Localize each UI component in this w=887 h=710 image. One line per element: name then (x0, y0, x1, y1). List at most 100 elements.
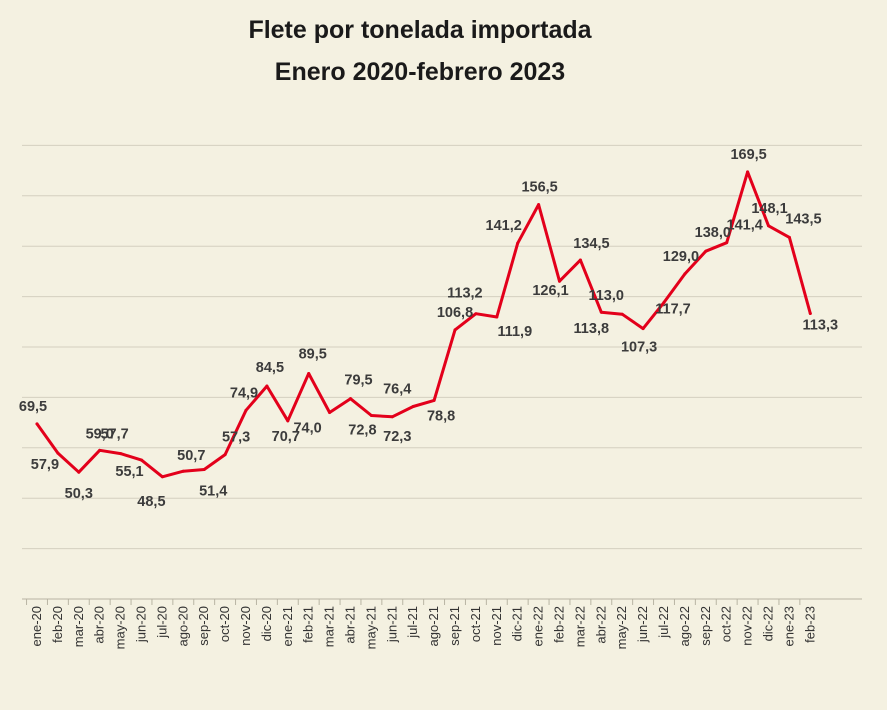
series-polyline (35, 170, 812, 479)
data-point (181, 469, 185, 473)
data-label: 141,2 (486, 218, 522, 234)
data-label: 76,4 (383, 382, 411, 398)
data-label: 111,9 (497, 324, 532, 340)
x-tick-label: may-22 (614, 606, 629, 649)
data-label: 134,5 (573, 236, 609, 252)
data-label: 106,8 (437, 305, 473, 321)
x-tick-label: jul-20 (154, 606, 169, 639)
data-label: 48,5 (137, 494, 165, 510)
data-point (411, 404, 415, 408)
data-label: 113,0 (588, 288, 624, 304)
data-label: 113,3 (803, 318, 839, 334)
data-point (369, 414, 373, 418)
data-point (244, 408, 248, 412)
data-point (725, 241, 729, 245)
x-tick-label: nov-21 (489, 606, 504, 646)
x-tick-label: ene-23 (781, 606, 796, 646)
x-tick-label: oct-22 (719, 606, 734, 642)
x-tick-label: dic-21 (510, 606, 525, 641)
x-tick-label: mar-20 (71, 606, 86, 647)
data-point (746, 170, 750, 174)
data-point (119, 452, 123, 456)
x-tick-label: feb-21 (301, 606, 316, 643)
x-tick-label: dic-20 (259, 606, 274, 641)
data-label: 79,5 (344, 373, 372, 389)
data-point (390, 415, 394, 419)
x-tick-label: nov-20 (238, 606, 253, 646)
x-tick-label: feb-22 (552, 606, 567, 643)
x-tick-label: mar-22 (572, 606, 587, 647)
x-tick-label: may-21 (363, 606, 378, 649)
x-tick-label: jun-21 (384, 606, 399, 643)
data-point (641, 327, 645, 331)
data-point (516, 241, 520, 245)
data-label: 55,1 (115, 464, 143, 480)
data-label: 72,3 (383, 429, 411, 445)
x-tick-label: feb-20 (50, 606, 65, 643)
data-label: 143,5 (785, 211, 821, 227)
data-point (808, 311, 812, 315)
data-label: 59,0 (86, 426, 114, 442)
data-label: 129,0 (663, 249, 699, 265)
x-tick-label: abr-22 (593, 606, 608, 644)
data-label: 126,1 (532, 283, 568, 299)
data-point (767, 224, 770, 228)
data-point (537, 203, 541, 207)
data-point (474, 312, 478, 316)
data-label: 57,3 (222, 430, 250, 446)
x-tick-label: mar-21 (322, 606, 337, 647)
x-tick-label: jun-20 (134, 606, 149, 643)
data-point (432, 398, 436, 402)
data-label: 74,0 (293, 421, 321, 437)
data-point (223, 453, 227, 457)
data-label: 117,7 (655, 301, 691, 317)
data-label: 138,0 (695, 225, 731, 241)
x-tick-label: oct-20 (217, 606, 232, 642)
x-tick-label: sep-21 (447, 606, 462, 646)
data-label: 70,7 (272, 429, 300, 445)
x-tick-label: ene-22 (531, 606, 546, 646)
data-label: 51,4 (199, 484, 227, 500)
data-point (453, 328, 457, 332)
data-point (787, 235, 791, 239)
chart-subtitle: Enero 2020-febrero 2023 (275, 58, 565, 86)
data-point (98, 448, 102, 452)
x-tick-label: may-20 (113, 606, 128, 649)
x-tick-label: jul-21 (405, 606, 420, 639)
x-tick-label: sep-20 (196, 606, 211, 646)
data-point (495, 315, 499, 319)
data-point (160, 475, 164, 479)
data-label: 50,3 (65, 486, 93, 502)
x-tick-label: sep-22 (698, 606, 713, 646)
data-label: 50,7 (177, 448, 205, 464)
x-tick-label: ene-20 (29, 606, 44, 646)
data-point (558, 279, 561, 283)
x-tick-label: abr-21 (343, 606, 358, 644)
data-label: 169,5 (730, 147, 766, 163)
data-point (662, 300, 666, 304)
data-point (202, 467, 206, 471)
data-point (35, 422, 39, 426)
data-point (265, 384, 269, 388)
data-label: 78,8 (427, 408, 455, 424)
x-tick-label: jul-22 (656, 606, 671, 639)
x-tick-label: ago-22 (677, 606, 692, 646)
x-tick-label: nov-22 (740, 606, 755, 646)
data-label: 113,2 (447, 286, 483, 302)
data-label: 156,5 (521, 180, 557, 196)
x-tick-label: ene-21 (280, 606, 295, 646)
data-label: 84,5 (256, 360, 284, 376)
data-label: 57,7 (100, 427, 128, 443)
x-tick-label: abr-20 (92, 606, 107, 644)
x-tick-label: jun-22 (635, 606, 650, 643)
data-point (620, 312, 624, 316)
data-point (56, 451, 60, 455)
data-label: 89,5 (299, 347, 327, 363)
x-tick-label: oct-21 (468, 606, 483, 642)
data-label: 148,1 (751, 201, 787, 217)
data-labels: 69,5 57,9 50,3 59,057,7 55,1 48,5 50,7 51,4 57,3… (19, 147, 838, 510)
data-label: 72,8 (348, 423, 376, 439)
data-point (140, 458, 143, 462)
